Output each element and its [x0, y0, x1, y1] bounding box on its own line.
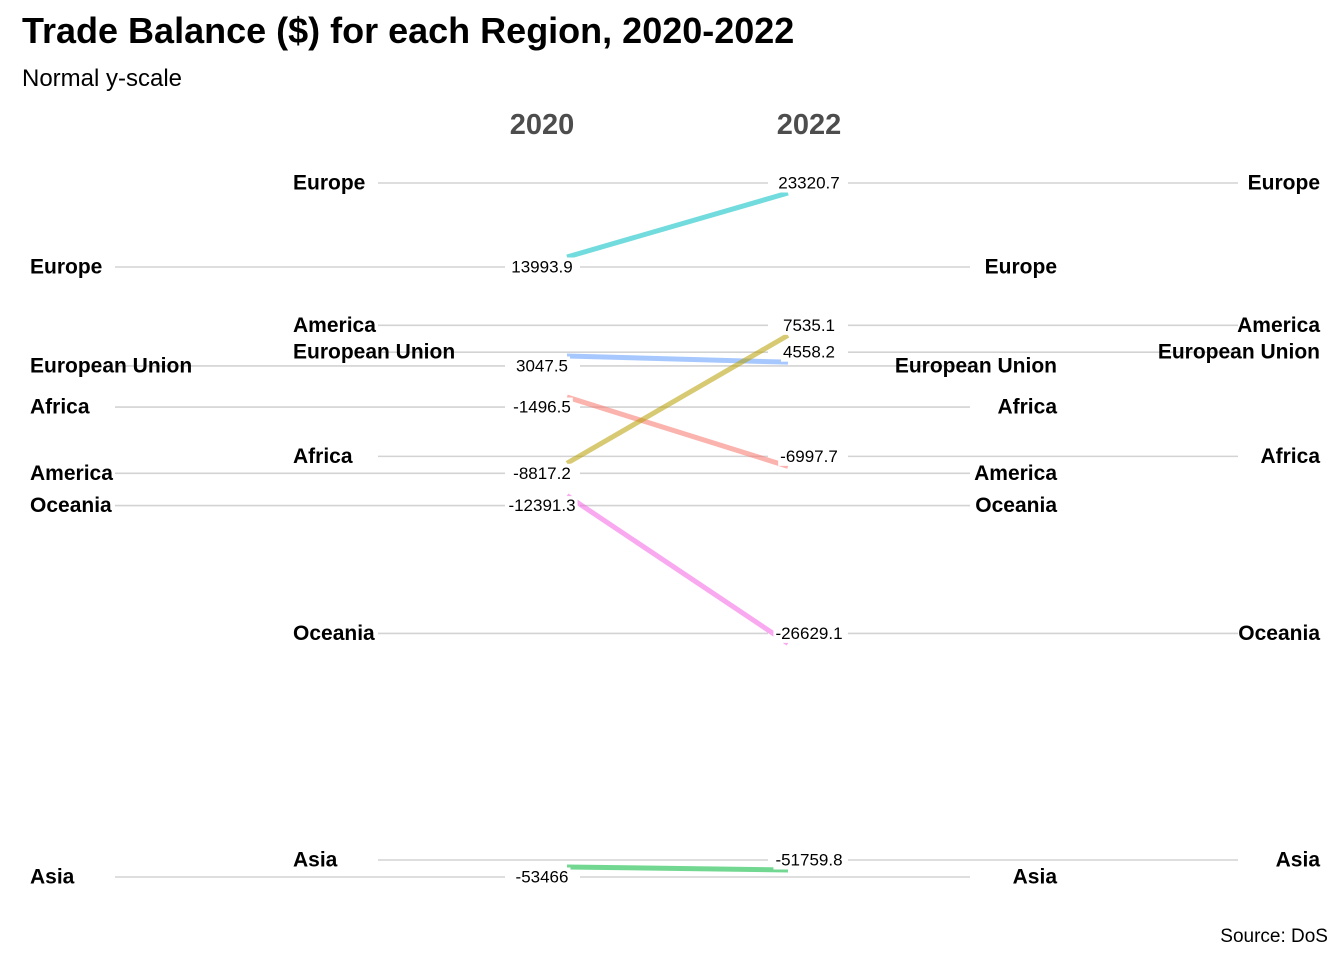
- region-label-2022-left-asia: Asia: [293, 849, 338, 872]
- region-label-2022-right-european-union: European Union: [1158, 341, 1320, 364]
- slope-line-africa: [566, 394, 789, 469]
- slope-line-europe: [566, 190, 789, 260]
- value-label-2020-america: -8817.2: [513, 464, 571, 483]
- region-label-2020-right-asia: Asia: [1013, 866, 1058, 889]
- region-label-2020-right-european-union: European Union: [895, 354, 1057, 377]
- value-label-bg-2022-asia: [773, 850, 845, 870]
- value-label-2022-oceania: -26629.1: [775, 624, 842, 643]
- region-label-2022-right-europe: Europe: [1248, 172, 1320, 195]
- chart-title: Trade Balance ($) for each Region, 2020-…: [22, 10, 794, 51]
- region-label-2020-left-oceania: Oceania: [30, 494, 112, 517]
- region-label-2020-left-european-union: European Union: [30, 354, 192, 377]
- region-label-2022-left-africa: Africa: [293, 445, 353, 468]
- region-label-2020-right-oceania: Oceania: [975, 494, 1057, 517]
- value-label-2020-european-union: 3047.5: [516, 356, 568, 375]
- value-label-2020-africa: -1496.5: [513, 398, 571, 417]
- region-label-2020-left-america: America: [30, 462, 113, 485]
- region-label-2022-right-oceania: Oceania: [1238, 622, 1320, 645]
- value-label-2020-europe: 13993.9: [511, 258, 572, 277]
- guide-lines: [115, 182, 1238, 878]
- value-label-2022-european-union: 4558.2: [783, 343, 835, 362]
- slope-line-oceania: [565, 493, 790, 646]
- year-label-2022: 2022: [777, 109, 842, 141]
- year-label-2020: 2020: [510, 109, 575, 141]
- value-label-bg-2022-america: [781, 315, 837, 335]
- value-label-bg-2022-european-union: [781, 342, 837, 362]
- slope-lines: [565, 190, 790, 873]
- value-label-bg-2022-africa: [778, 446, 840, 466]
- region-labels: Europe Europe Europe Europe European Union Eu…: [30, 172, 1320, 889]
- region-label-2022-left-european-union: European Union: [293, 341, 455, 364]
- value-label-bg-2020-america: [511, 463, 573, 483]
- value-label-bg-2020-africa: [511, 397, 573, 417]
- value-label-bg-2022-oceania: [773, 623, 845, 643]
- region-label-2020-right-europe: Europe: [985, 256, 1057, 279]
- region-label-2022-left-oceania: Oceania: [293, 622, 375, 645]
- chart-caption: Source: DoS: [1220, 926, 1328, 947]
- value-label-2022-america: 7535.1: [783, 316, 835, 335]
- value-label-bg-2020-european-union: [514, 356, 570, 376]
- value-labels: 13993.9 23320.7 3047.5 4558.2 -1496.5 -6997.7…: [506, 173, 845, 887]
- region-label-2022-right-africa: Africa: [1260, 445, 1320, 468]
- slope-line-european-union: [566, 353, 789, 365]
- region-label-2022-left-america: America: [293, 314, 376, 337]
- value-label-2022-europe: 23320.7: [778, 174, 839, 193]
- region-label-2020-left-europe: Europe: [30, 256, 102, 279]
- region-label-2022-right-america: America: [1237, 314, 1320, 337]
- region-label-2020-left-africa: Africa: [30, 396, 90, 419]
- value-label-bg-2022-europe: [776, 173, 842, 193]
- value-label-2022-asia: -51759.8: [775, 851, 842, 870]
- value-label-2022-africa: -6997.7: [780, 447, 838, 466]
- value-label-bg-2020-asia: [513, 867, 571, 887]
- region-label-2022-left-europe: Europe: [293, 172, 365, 195]
- value-label-bg-2020-oceania: [506, 496, 578, 516]
- region-label-2020-right-america: America: [974, 462, 1057, 485]
- region-label-2020-left-asia: Asia: [30, 866, 75, 889]
- value-label-2020-oceania: -12391.3: [508, 496, 575, 515]
- value-label-2020-asia: -53466: [516, 868, 569, 887]
- slope-line-asia: [566, 864, 789, 873]
- region-label-2020-right-africa: Africa: [997, 396, 1057, 419]
- value-label-bg-2020-europe: [509, 257, 575, 277]
- region-label-2022-right-asia: Asia: [1276, 849, 1321, 872]
- chart-subtitle: Normal y-scale: [22, 65, 182, 92]
- slope-line-america: [565, 333, 790, 466]
